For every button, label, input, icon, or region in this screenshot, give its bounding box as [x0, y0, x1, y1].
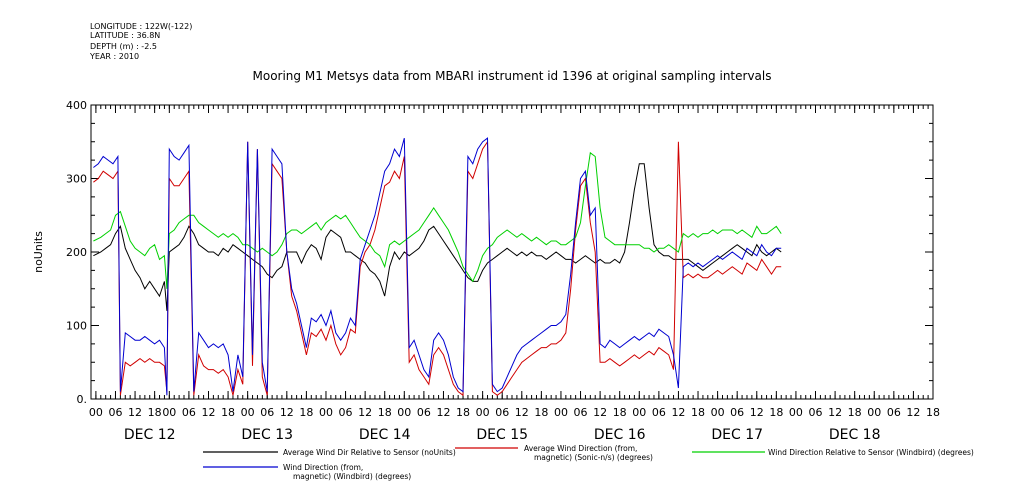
x-tick-label: 00 [476, 406, 490, 419]
x-tick-label: 00 [867, 406, 881, 419]
y-tick-label: 200 [66, 246, 87, 259]
y-axis-label: noUnits [32, 231, 45, 273]
x-tick-label: 06 [652, 406, 666, 419]
x-tick-label: 18 [926, 406, 940, 419]
x-day-label: DEC 15 [476, 427, 528, 443]
y-tick-label: 300 [66, 173, 87, 186]
x-tick-label: 06 [260, 406, 274, 419]
x-tick-label: 18 [378, 406, 392, 419]
x-tick-label: 12 [515, 406, 529, 419]
y-axis: 0. 100 200 300 400 [66, 99, 933, 406]
x-day-label: DEC 17 [711, 427, 763, 443]
x-tick-label: 06 [730, 406, 744, 419]
x-tick-label: 12 [906, 406, 920, 419]
series-group [93, 137, 782, 397]
x-tick-label: 06 [417, 406, 431, 419]
legend-label: Wind Direction (from, [283, 463, 363, 472]
x-tick-label: 00 [711, 406, 725, 419]
depth-label: DEPTH (m) : -2.5 [90, 42, 157, 51]
legend: Average Wind Dir Relative to Sensor (noU… [203, 444, 974, 481]
x-tick-label: 06 [182, 406, 196, 419]
series-line [93, 151, 782, 289]
x-tick-label: 00 [162, 406, 176, 419]
x-day-label: DEC 13 [241, 427, 293, 443]
legend-label: Average Wind Dir Relative to Sensor (noU… [283, 448, 456, 457]
x-tick-label: 00 [241, 406, 255, 419]
x-day-label: DEC 18 [829, 427, 881, 443]
year-label: YEAR : 2010 [90, 52, 140, 61]
series-line [93, 140, 782, 397]
x-tick-label: 18 [769, 406, 783, 419]
y-tick-label: 100 [66, 320, 87, 333]
x-tick-label: 12 [358, 406, 372, 419]
x-tick-label: 12 [280, 406, 294, 419]
x-tick-label: 06 [574, 406, 588, 419]
x-tick-label: 18 [613, 406, 627, 419]
series-line [93, 137, 782, 396]
legend-label: Average Wind Direction (from, [524, 444, 637, 453]
x-day-label: DEC 12 [124, 427, 176, 443]
x-tick-label: 00 [789, 406, 803, 419]
x-tick-label: 12 [201, 406, 215, 419]
x-tick-label: 18 [534, 406, 548, 419]
x-tick-label: 18 [299, 406, 313, 419]
legend-label: Wind Direction Relative to Sensor (Windb… [768, 448, 974, 457]
x-tick-label: 06 [339, 406, 353, 419]
x-tick-label: 18 [848, 406, 862, 419]
x-tick-label: 00 [554, 406, 568, 419]
legend-label: magnetic) (Windbird) (degrees) [293, 472, 411, 481]
longitude-label: LONGITUDE : 122W(-122) [90, 22, 193, 31]
legend-label: magnetic) (Sonic-n/s) (degrees) [534, 453, 653, 462]
x-tick-label: 00 [319, 406, 333, 419]
x-tick-label: 12 [671, 406, 685, 419]
x-tick-label: 00 [397, 406, 411, 419]
x-tick-label: 06 [887, 406, 901, 419]
x-tick-label: 12 [436, 406, 450, 419]
x-tick-label: 06 [108, 406, 122, 419]
y-tick-label: 400 [66, 99, 87, 112]
x-tick-label: 18 [221, 406, 235, 419]
chart-title: Mooring M1 Metsys data from MBARI instru… [253, 69, 772, 83]
x-axis: 00 06 12 18 00 06 12 18 00 06 12 18 00 06 12 18 00 06 12 18… [89, 105, 940, 443]
x-tick-label: 06 [809, 406, 823, 419]
x-tick-label: 00 [632, 406, 646, 419]
x-tick-label: 18 [691, 406, 705, 419]
x-tick-label: 12 [828, 406, 842, 419]
x-tick-label: 12 [128, 406, 142, 419]
x-day-label: DEC 14 [359, 427, 411, 443]
x-tick-label: 18 [148, 406, 162, 419]
x-tick-label: 00 [89, 406, 103, 419]
x-tick-label: 18 [456, 406, 470, 419]
x-tick-label: 12 [593, 406, 607, 419]
x-day-label: DEC 16 [594, 427, 646, 443]
x-tick-label: 06 [495, 406, 509, 419]
latitude-label: LATITUDE : 36.8N [90, 31, 161, 40]
series-line [93, 163, 782, 311]
y-tick-label: 0. [77, 393, 88, 406]
x-tick-label: 12 [750, 406, 764, 419]
